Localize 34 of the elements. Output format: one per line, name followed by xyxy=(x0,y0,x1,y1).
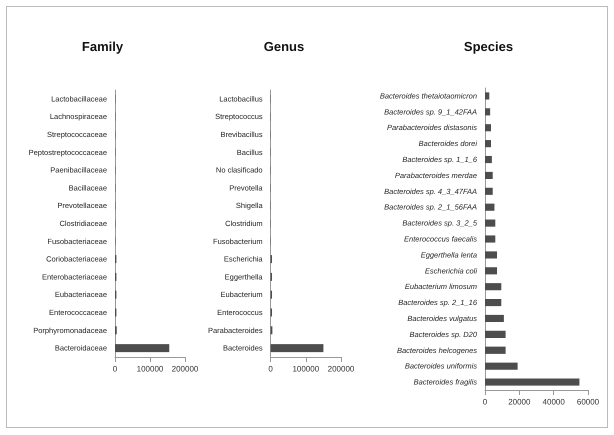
x-tick-label: 200000 xyxy=(172,364,199,374)
x-tick-label: 60000 xyxy=(576,398,600,406)
bar xyxy=(485,330,506,338)
bar xyxy=(485,124,492,132)
x-tick-label: 100000 xyxy=(292,364,320,374)
x-tick-label: 40000 xyxy=(542,398,566,406)
chart-title: Family xyxy=(82,39,124,54)
bar xyxy=(485,172,493,179)
x-tick-label: 0 xyxy=(482,398,488,406)
bar xyxy=(485,188,493,195)
x-tick-label: 0 xyxy=(268,364,274,374)
bar xyxy=(485,346,506,354)
x-tick-label: 100000 xyxy=(136,364,164,374)
bar xyxy=(485,140,492,148)
bar xyxy=(270,344,324,352)
bar xyxy=(485,108,490,116)
bar xyxy=(485,251,498,258)
bar xyxy=(485,235,496,243)
bar xyxy=(485,220,496,227)
x-tick-label: 0 xyxy=(112,364,118,374)
bar xyxy=(115,344,170,352)
bar xyxy=(485,283,502,290)
chart-title: Genus xyxy=(264,39,304,54)
bar xyxy=(485,92,490,100)
bar xyxy=(485,204,494,211)
chart-title: Species xyxy=(464,39,514,54)
x-tick-label: 20000 xyxy=(508,398,532,406)
bar xyxy=(485,267,498,274)
bar xyxy=(485,299,502,306)
bar xyxy=(485,362,518,370)
x-tick-label: 200000 xyxy=(328,364,355,374)
bar xyxy=(485,156,492,164)
bar xyxy=(485,314,504,322)
bar xyxy=(485,378,580,386)
